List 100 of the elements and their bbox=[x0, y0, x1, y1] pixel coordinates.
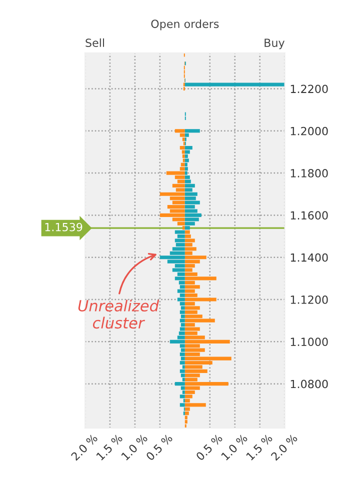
y-tick-label: 1.1400 bbox=[290, 253, 328, 262]
bar bbox=[182, 138, 185, 142]
bar bbox=[184, 403, 206, 407]
bar bbox=[184, 234, 191, 238]
bar bbox=[180, 327, 185, 331]
text: Sell bbox=[86, 38, 104, 48]
bar bbox=[180, 394, 185, 398]
bar bbox=[176, 242, 185, 247]
bar bbox=[184, 218, 199, 222]
text: Buy bbox=[264, 38, 284, 50]
bar bbox=[184, 412, 189, 416]
bar bbox=[182, 150, 185, 154]
y-tick-label: 1.2200 bbox=[290, 84, 328, 94]
bar bbox=[184, 213, 202, 217]
bar bbox=[180, 310, 185, 314]
bar bbox=[184, 129, 200, 133]
bar bbox=[170, 340, 185, 344]
bar bbox=[184, 150, 190, 154]
bar bbox=[180, 306, 185, 310]
bar bbox=[184, 298, 216, 302]
bar bbox=[177, 289, 185, 293]
bar bbox=[180, 314, 185, 318]
y-tick-label: 1.0800 bbox=[290, 380, 328, 388]
bar bbox=[184, 242, 192, 247]
bar bbox=[184, 167, 188, 171]
bar bbox=[184, 230, 190, 234]
bar bbox=[184, 192, 198, 196]
bar bbox=[180, 374, 185, 378]
bar bbox=[174, 230, 185, 234]
bar bbox=[172, 184, 185, 188]
bar bbox=[184, 327, 200, 331]
bar bbox=[184, 356, 232, 360]
y-tick-label: 1.1600 bbox=[290, 211, 328, 220]
bar bbox=[184, 180, 191, 184]
bar bbox=[174, 238, 185, 242]
y-tick-label: 1.1200 bbox=[290, 295, 328, 304]
bar bbox=[184, 158, 189, 162]
bar bbox=[184, 196, 196, 200]
bar bbox=[184, 306, 200, 310]
bar bbox=[184, 146, 192, 150]
bar bbox=[184, 200, 200, 204]
bar bbox=[174, 276, 185, 280]
bar bbox=[184, 420, 188, 424]
bar bbox=[172, 268, 185, 272]
bar bbox=[180, 348, 185, 352]
bar bbox=[182, 154, 185, 158]
bar bbox=[172, 247, 185, 251]
bar bbox=[184, 382, 228, 386]
bar bbox=[180, 369, 185, 373]
bar bbox=[180, 162, 185, 166]
bar bbox=[167, 204, 185, 209]
bar bbox=[174, 129, 185, 133]
bar bbox=[184, 276, 216, 280]
bar bbox=[184, 209, 198, 213]
x-tick-label: 2.0 % bbox=[270, 434, 298, 461]
bar bbox=[180, 285, 185, 289]
bar bbox=[178, 280, 185, 284]
bar bbox=[180, 360, 185, 365]
bar bbox=[184, 154, 188, 158]
bar bbox=[184, 171, 188, 175]
x-tick-label: 0.5 % bbox=[196, 434, 223, 461]
bar bbox=[180, 318, 185, 322]
annotation: Unrealized cluster bbox=[78, 300, 160, 329]
bar bbox=[184, 256, 206, 260]
bar bbox=[180, 302, 185, 306]
bar bbox=[166, 171, 185, 175]
bar bbox=[184, 340, 230, 344]
bar bbox=[160, 192, 185, 196]
bar bbox=[184, 175, 190, 180]
bar bbox=[182, 365, 185, 369]
bar bbox=[180, 356, 185, 360]
bar bbox=[180, 352, 185, 356]
bar bbox=[184, 184, 195, 188]
bar bbox=[180, 323, 185, 327]
bar bbox=[184, 348, 205, 352]
bar bbox=[174, 382, 185, 386]
bar bbox=[177, 298, 185, 302]
bar bbox=[184, 285, 200, 289]
bar bbox=[184, 416, 188, 420]
bar bbox=[184, 238, 195, 242]
bar bbox=[180, 403, 185, 407]
bar bbox=[184, 394, 192, 398]
bar bbox=[160, 256, 185, 260]
bar bbox=[184, 162, 188, 166]
bar bbox=[184, 82, 285, 86]
y-tick-label: 1.1000 bbox=[290, 338, 328, 346]
chart-title: Open orders bbox=[151, 19, 219, 30]
bar bbox=[184, 247, 196, 251]
bar bbox=[177, 234, 185, 238]
bar bbox=[182, 390, 185, 394]
bar bbox=[184, 369, 208, 373]
y-tick-label: 1.2000 bbox=[290, 126, 328, 136]
bar bbox=[184, 222, 195, 226]
bar bbox=[180, 146, 185, 150]
bar bbox=[180, 294, 185, 298]
y-tick-label: 1.1800 bbox=[290, 169, 328, 178]
bar bbox=[178, 331, 185, 336]
bar bbox=[160, 213, 185, 217]
ref-line-label: 1.1539 bbox=[45, 222, 82, 232]
bar bbox=[184, 318, 215, 322]
